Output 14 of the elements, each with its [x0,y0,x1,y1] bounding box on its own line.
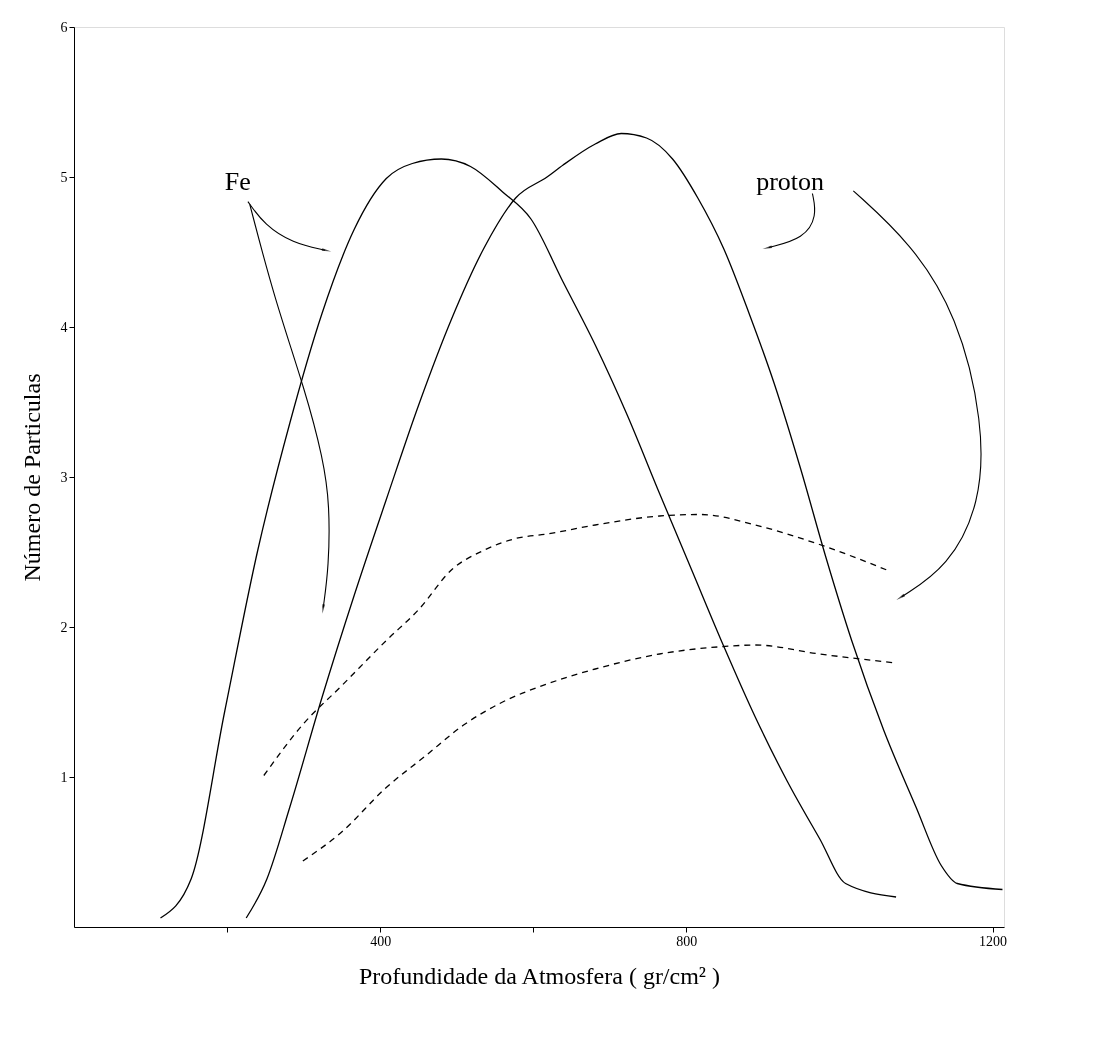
y-tick-label: 6 [60,19,68,35]
x-axis-title: Profundidade da Atmosfera ( gr/cm² ) [358,962,721,989]
x-tick-label: 800 [676,933,698,949]
line-series [263,513,888,777]
y-tick-label: 5 [60,169,68,185]
y-tick-label: 3 [60,469,68,485]
y-tick-label: 4 [60,319,68,335]
annotation: proton [756,166,825,196]
y-axis-title: Número de Particulas [18,373,45,582]
x-tick-label: 400 [370,933,392,949]
x-tick-label: 1200 [979,933,1008,949]
annotation: Fe [224,166,251,196]
y-tick-label: 1 [60,769,68,785]
y-tick-label: 2 [60,619,68,635]
